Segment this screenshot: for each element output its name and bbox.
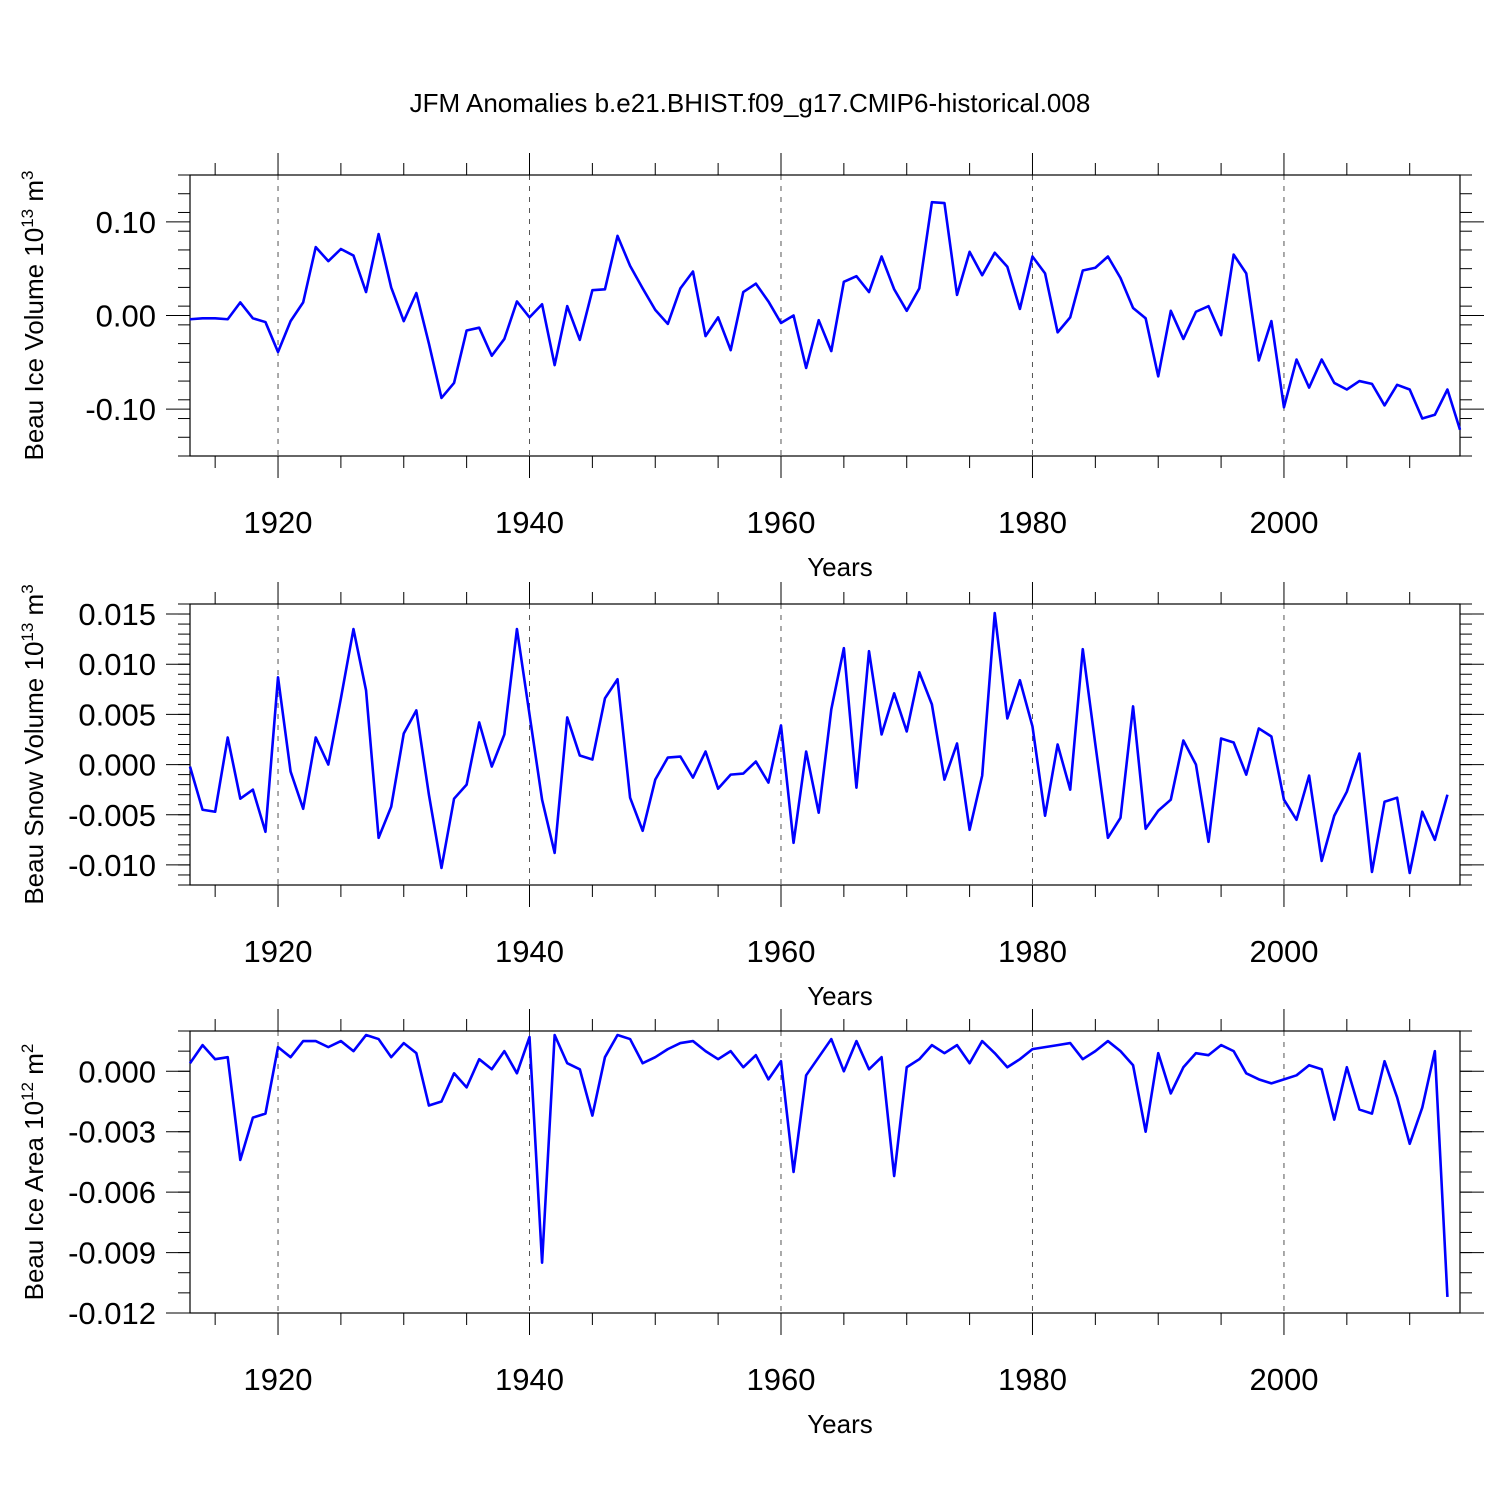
- y-axis-title-unit-exponent: 3: [18, 171, 37, 180]
- y-axis-title: Beau Snow Volume 1013 m3: [18, 584, 49, 904]
- x-tick-label: 2000: [1249, 934, 1318, 969]
- chart-panel-1: -0.10 0.00 0.10 1920 1940 1960 1980 2000 Years Be…: [18, 153, 1484, 582]
- y-axis-title-exponent: 13: [18, 209, 37, 228]
- y-tick-label: -0.006: [68, 1175, 156, 1210]
- x-axis-title: Years: [807, 981, 873, 1011]
- y-tick-label: 0.005: [78, 697, 156, 732]
- y-tick-label: 0.010: [78, 647, 156, 682]
- x-tick-label: 1920: [244, 934, 313, 969]
- y-tick-label: 0.015: [78, 597, 156, 632]
- x-tick-label: 1920: [244, 1362, 313, 1397]
- x-tick-label: 1960: [747, 505, 816, 540]
- x-tick-label: 1980: [998, 1362, 1067, 1397]
- x-tick-label: 1980: [998, 934, 1067, 969]
- x-tick-label: 1960: [747, 1362, 816, 1397]
- plot-frame: [189, 1030, 1461, 1314]
- chart-panel-3: -0.012 -0.009 -0.006 -0.003 0.000 1920 1940 196…: [18, 1009, 1484, 1439]
- series-line-beau-ice-volume: [189, 200, 1462, 431]
- series-line-beau-snow-volume: [188, 611, 1449, 875]
- y-axis-title-unit: m: [19, 1053, 49, 1082]
- panels-group: -0.10 0.00 0.10 1920 1940 1960 1980 2000 Years Be…: [18, 153, 1484, 1439]
- chart-title: JFM Anomalies b.e21.BHIST.f09_g17.CMIP6-…: [410, 88, 1091, 118]
- x-tick-label: 1940: [495, 1362, 564, 1397]
- y-tick-label: 0.000: [78, 748, 156, 783]
- y-axis-title-main: Beau Ice Volume 10: [19, 228, 49, 461]
- y-tick-label: 0.000: [78, 1054, 156, 1089]
- y-axis-title: Beau Ice Volume 1013 m3: [18, 171, 49, 461]
- y-tick-label: -0.012: [68, 1296, 156, 1331]
- y-tick-label: 0.00: [96, 299, 156, 334]
- x-tick-label: 1960: [747, 934, 816, 969]
- y-tick-label: -0.003: [68, 1115, 156, 1150]
- x-tick-label: 1920: [244, 505, 313, 540]
- y-tick-label: -0.010: [68, 848, 156, 883]
- plot-frame: [189, 174, 1461, 457]
- y-axis-title-exponent: 13: [18, 623, 37, 642]
- series-line-beau-ice-area: [188, 1033, 1449, 1297]
- y-axis-title-main: Beau Ice Area 10: [19, 1101, 49, 1300]
- x-tick-label: 1940: [495, 505, 564, 540]
- y-axis-title-exponent: 12: [18, 1082, 37, 1101]
- y-tick-label: -0.10: [85, 392, 156, 427]
- y-axis-title-unit: m: [19, 180, 49, 209]
- plot-frame: [189, 603, 1461, 886]
- x-axis-title: Years: [807, 552, 873, 582]
- y-axis-title-unit: m: [19, 594, 49, 623]
- y-axis-title-unit-exponent: 3: [18, 584, 37, 593]
- y-tick-label: 0.10: [96, 205, 156, 240]
- y-tick-label: -0.009: [68, 1236, 156, 1271]
- chart-panel-2: -0.010 -0.005 0.000 0.005 0.010 0.015 1920 1940…: [18, 582, 1484, 1011]
- x-tick-label: 2000: [1249, 1362, 1318, 1397]
- x-tick-label: 1980: [998, 505, 1067, 540]
- x-tick-label: 1940: [495, 934, 564, 969]
- y-axis-title-unit-exponent: 2: [18, 1044, 37, 1053]
- x-tick-label: 2000: [1249, 505, 1318, 540]
- y-axis-title-main: Beau Snow Volume 10: [19, 642, 49, 905]
- y-axis-title: Beau Ice Area 1012 m2: [18, 1044, 49, 1301]
- x-axis-title: Years: [807, 1409, 873, 1439]
- y-tick-label: -0.005: [68, 798, 156, 833]
